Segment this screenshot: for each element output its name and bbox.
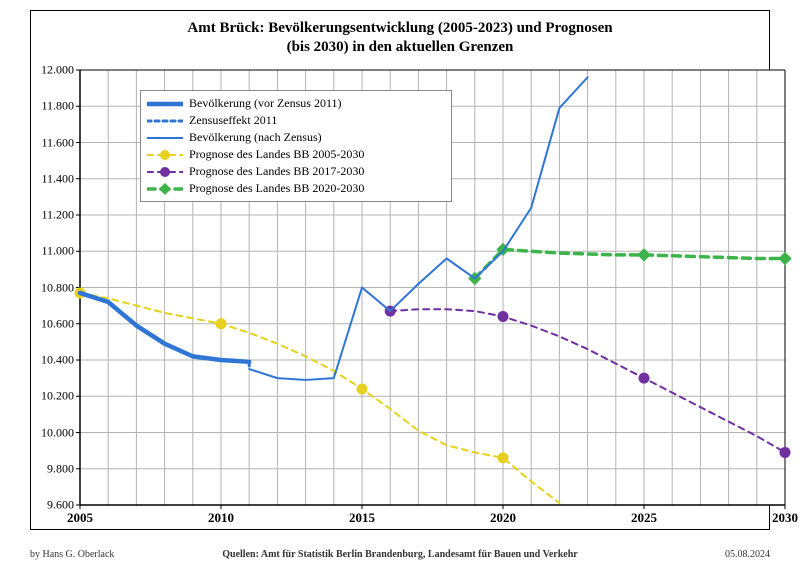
legend-label: Prognose des Landes BB 2005-2030	[189, 147, 445, 162]
x-tick-label: 2010	[208, 510, 234, 526]
sources-text: Quellen: Amt für Statistik Berlin Brande…	[0, 549, 800, 560]
legend-swatch	[147, 182, 183, 196]
x-tick-label: 2030	[772, 510, 798, 526]
legend-label: Bevölkerung (vor Zensus 2011)	[189, 96, 445, 111]
legend-item: Prognose des Landes BB 2017-2030	[147, 163, 445, 180]
chart-title: Amt Brück: Bevölkerungsentwicklung (2005…	[31, 19, 769, 57]
y-tick-label: 10.600	[24, 316, 74, 331]
y-tick-label: 11.000	[24, 244, 74, 259]
legend-label: Prognose des Landes BB 2017-2030	[189, 164, 445, 179]
date-text: 05.08.2024	[725, 549, 770, 560]
legend-swatch	[147, 165, 183, 179]
legend-label: Prognose des Landes BB 2020-2030	[189, 181, 445, 196]
y-tick-label: 10.000	[24, 425, 74, 440]
legend-swatch	[147, 148, 183, 162]
legend-item: Bevölkerung (nach Zensus)	[147, 129, 445, 146]
legend-swatch	[147, 131, 183, 145]
y-tick-label: 11.600	[24, 135, 74, 150]
x-tick-label: 2020	[490, 510, 516, 526]
y-tick-label: 10.400	[24, 353, 74, 368]
y-tick-label: 10.800	[24, 280, 74, 295]
legend-item: Bevölkerung (vor Zensus 2011)	[147, 95, 445, 112]
y-tick-label: 12.000	[24, 63, 74, 78]
y-tick-label: 10.200	[24, 389, 74, 404]
legend-label: Bevölkerung (nach Zensus)	[189, 130, 445, 145]
title-line-1: Amt Brück: Bevölkerungsentwicklung (2005…	[187, 20, 612, 36]
y-tick-label: 11.400	[24, 171, 74, 186]
y-tick-label: 11.800	[24, 99, 74, 114]
y-tick-label: 11.200	[24, 208, 74, 223]
title-line-2: (bis 2030) in den aktuellen Grenzen	[287, 39, 514, 55]
legend-item: Prognose des Landes BB 2020-2030	[147, 180, 445, 197]
legend: Bevölkerung (vor Zensus 2011) Zensuseffe…	[140, 90, 452, 202]
legend-label: Zensuseffekt 2011	[189, 113, 445, 128]
legend-swatch	[147, 114, 183, 128]
x-tick-label: 2025	[631, 510, 657, 526]
x-tick-label: 2015	[349, 510, 375, 526]
legend-swatch	[147, 97, 183, 111]
y-tick-label: 9.800	[24, 461, 74, 476]
x-tick-label: 2005	[67, 510, 93, 526]
legend-item: Prognose des Landes BB 2005-2030	[147, 146, 445, 163]
legend-item: Zensuseffekt 2011	[147, 112, 445, 129]
